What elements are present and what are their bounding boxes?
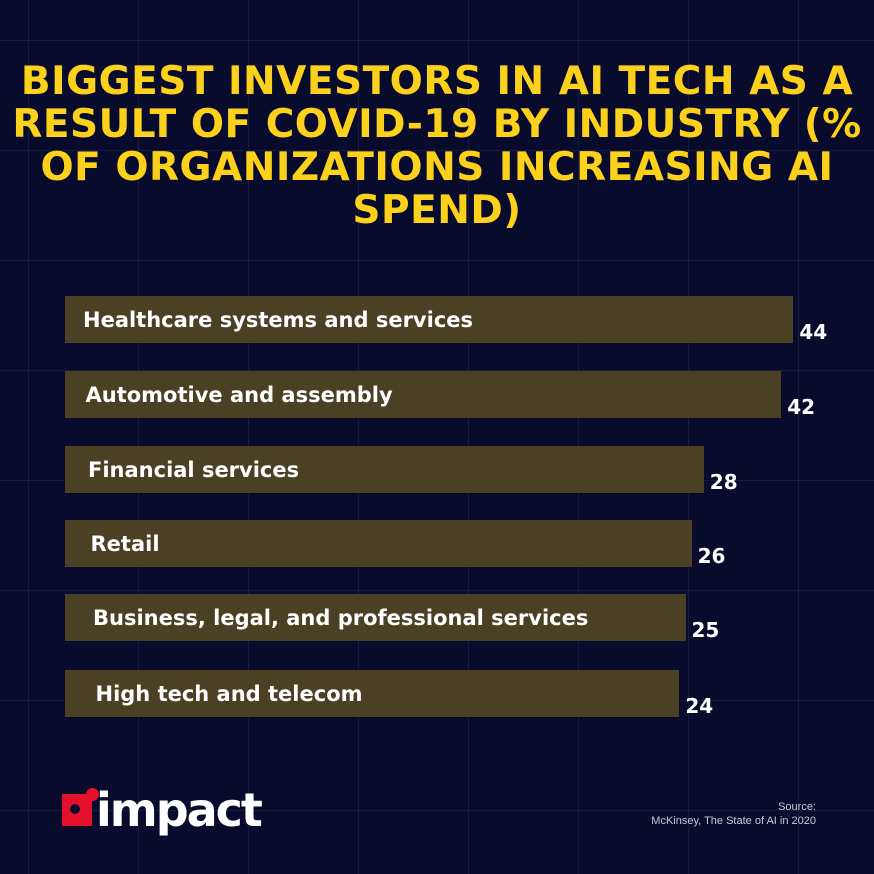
source-note: Source: McKinsey, The State of AI in 202…	[651, 800, 816, 828]
bar-label: Healthcare systems and services	[83, 308, 474, 332]
logo-text: impact	[96, 783, 263, 837]
source-text: McKinsey, The State of AI in 2020	[651, 815, 816, 827]
source-label: Source:	[778, 801, 816, 813]
bar	[65, 520, 692, 567]
bar	[65, 446, 704, 493]
chart-title: BIGGEST INVESTORS IN AI TECH AS A RESULT…	[12, 59, 862, 233]
bar-label: Business, legal, and professional servic…	[93, 606, 589, 630]
bar	[65, 371, 782, 418]
bar-value: 28	[709, 470, 738, 494]
logo-mark-icon	[62, 788, 99, 826]
bar-value: 44	[799, 320, 828, 344]
bar-value: 26	[697, 544, 726, 568]
bar-value: 25	[691, 618, 720, 642]
bar	[65, 670, 680, 717]
bar-label: Financial services	[88, 458, 300, 482]
bar	[65, 296, 794, 343]
bar-value: 42	[787, 395, 816, 419]
bar	[65, 594, 686, 641]
bar-value: 24	[685, 694, 714, 718]
bar-label: Automotive and assembly	[85, 383, 393, 407]
bar-label: High tech and telecom	[95, 682, 363, 706]
bar-label: Retail	[90, 532, 160, 556]
impact-logo: impact	[62, 783, 263, 837]
